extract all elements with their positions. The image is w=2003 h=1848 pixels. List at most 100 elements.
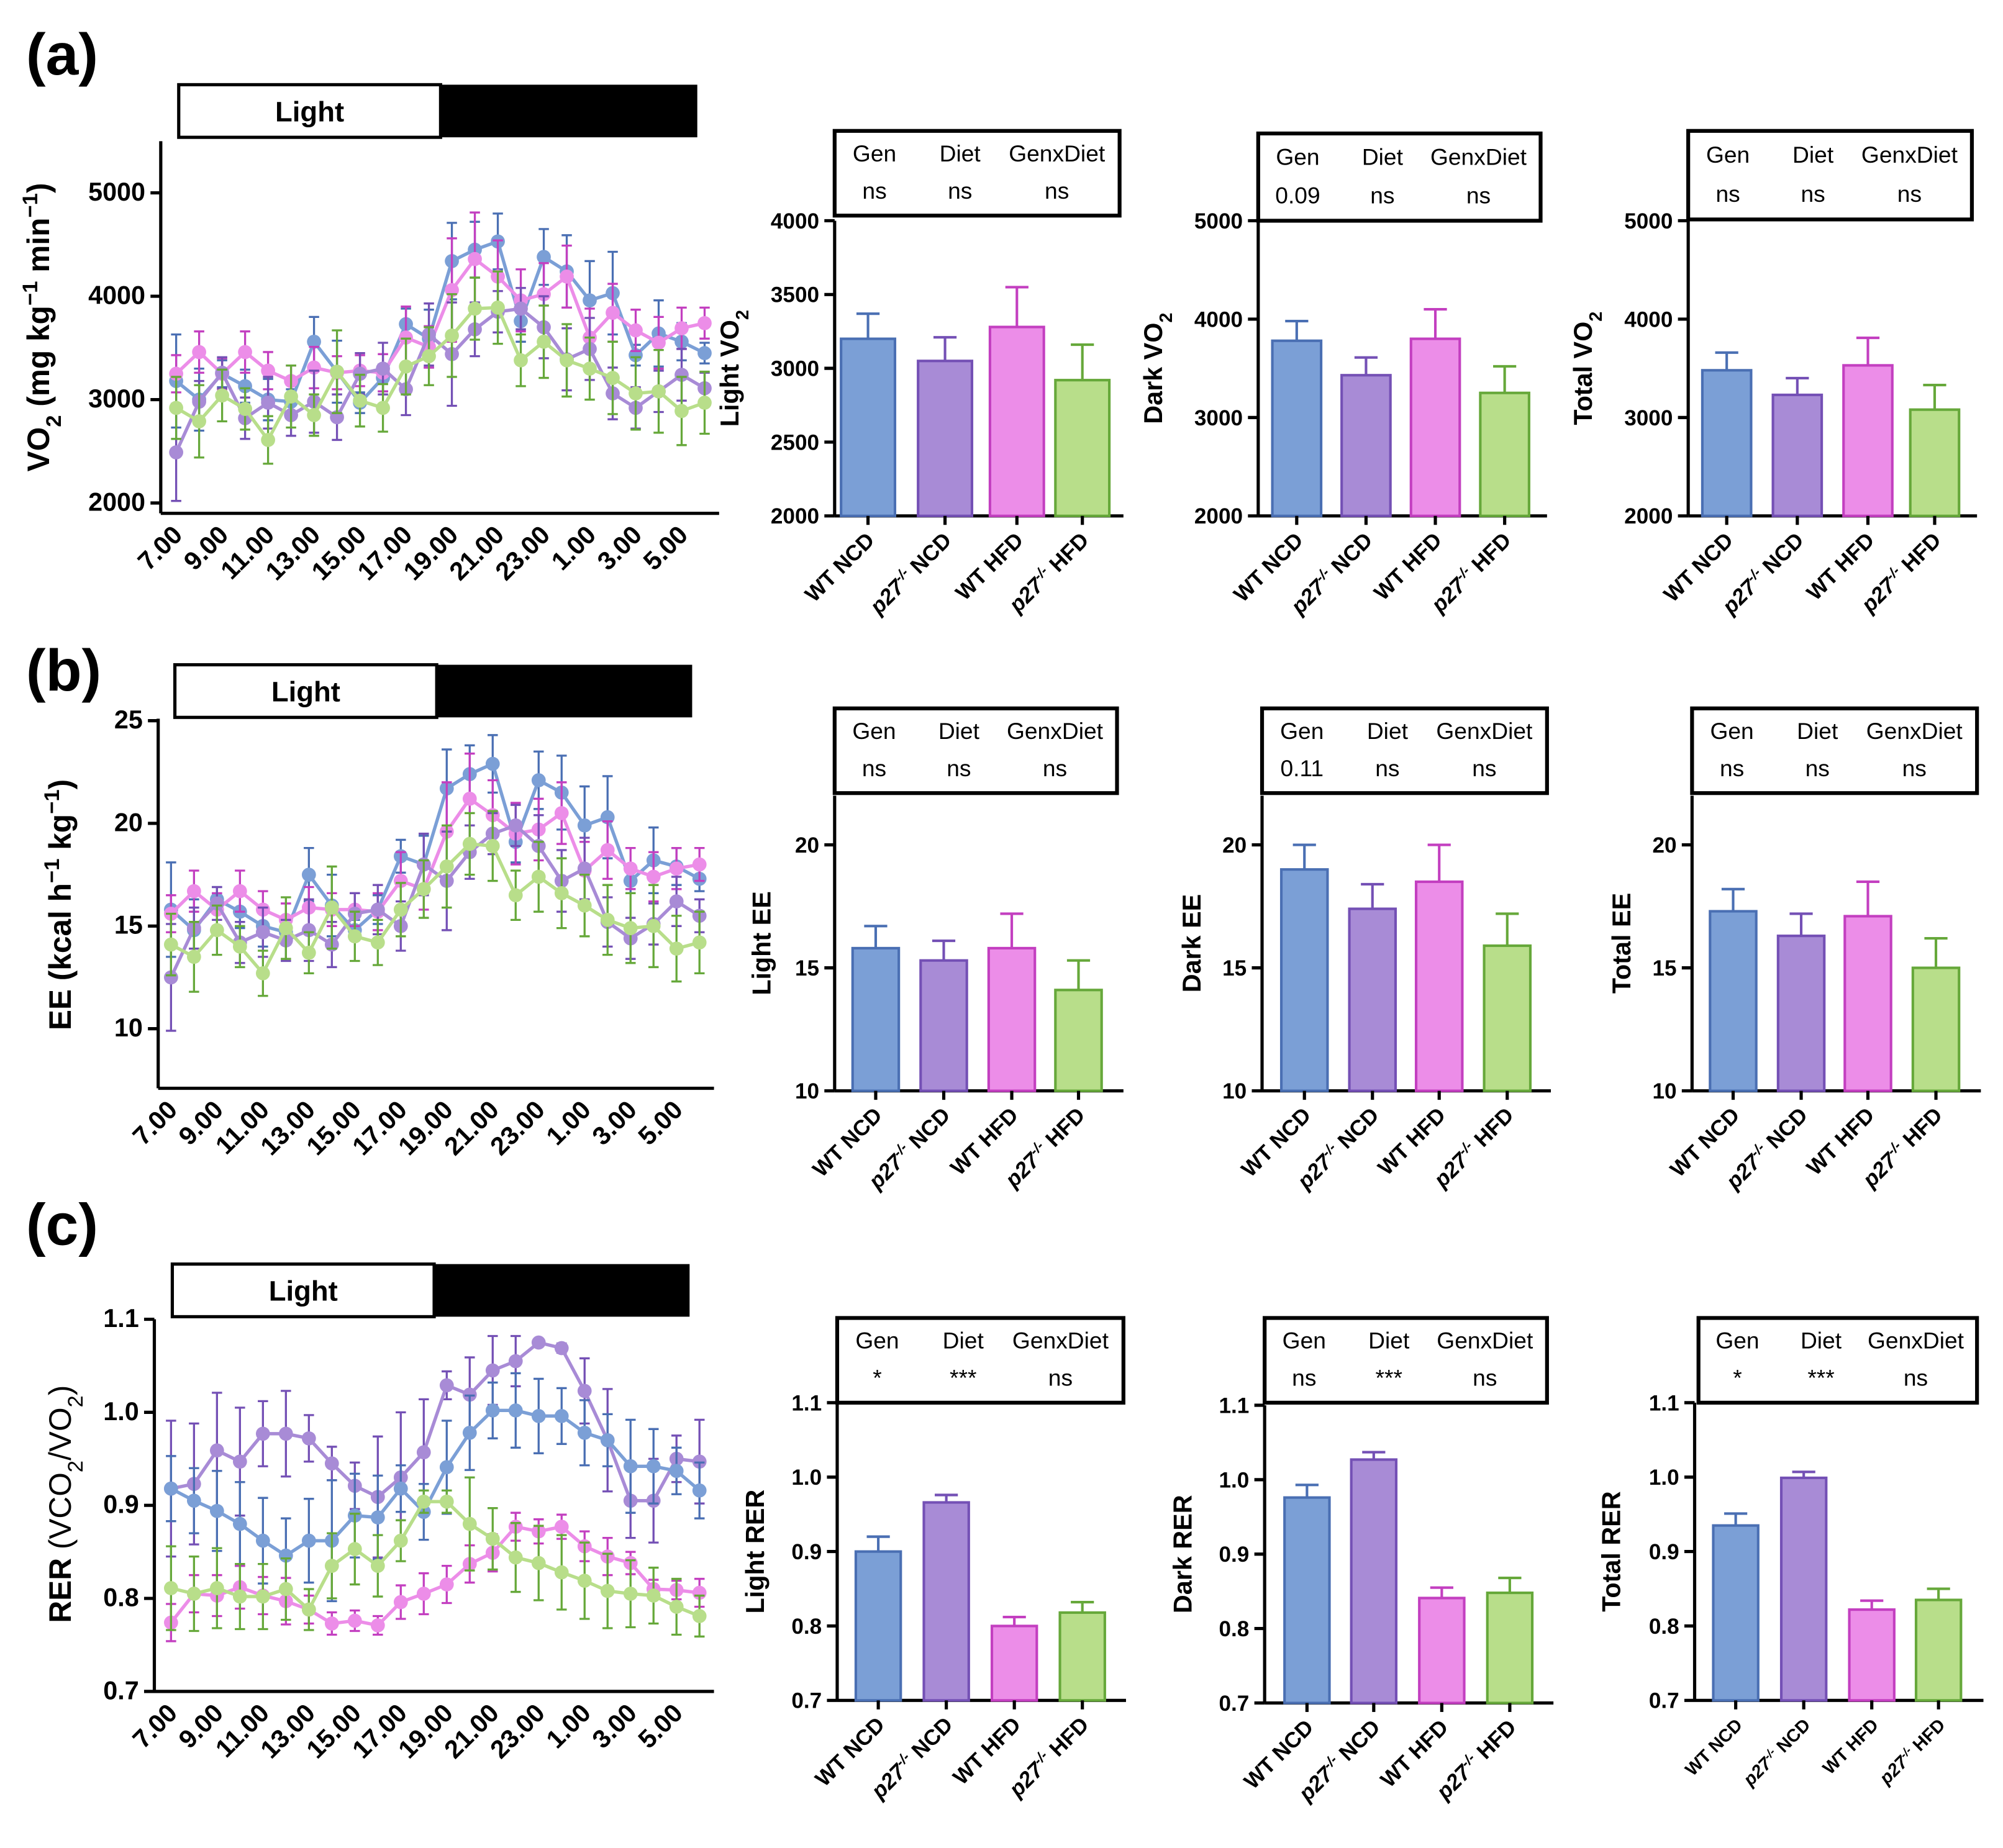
panel-label-b: (b) bbox=[26, 638, 101, 704]
y-tick-label: 2500 bbox=[771, 430, 819, 455]
data-point bbox=[537, 287, 551, 302]
series-p27-hfd bbox=[164, 1476, 707, 1638]
dark-phase-bar bbox=[440, 84, 697, 138]
category-label: WT NCD bbox=[1682, 1715, 1746, 1780]
category-label: p27-/- NCD bbox=[863, 527, 956, 619]
data-point bbox=[508, 1354, 523, 1369]
category-label: p27-/- HFD bbox=[1874, 1714, 1950, 1789]
data-point bbox=[531, 869, 546, 884]
y-tick-label: 0.9 bbox=[1219, 1542, 1250, 1567]
data-point bbox=[301, 945, 316, 960]
label-part: EE (kcal h bbox=[43, 883, 78, 1030]
label-part: Dark RER bbox=[1168, 1495, 1197, 1613]
bar bbox=[1418, 1597, 1466, 1705]
stats-header: GenxDiet bbox=[1007, 718, 1104, 744]
data-point bbox=[583, 361, 597, 376]
data-point bbox=[186, 1493, 201, 1508]
label-part: (mg kg bbox=[21, 306, 56, 415]
stats-header: Gen bbox=[1283, 1328, 1326, 1354]
data-point bbox=[537, 250, 551, 265]
data-point bbox=[485, 838, 500, 853]
data-point bbox=[422, 349, 436, 363]
data-point bbox=[301, 1533, 316, 1548]
data-point bbox=[623, 1459, 638, 1474]
x-tick-label: 1.00 bbox=[546, 520, 601, 576]
y-tick-label: 3000 bbox=[1194, 406, 1243, 430]
data-point bbox=[186, 1587, 201, 1601]
data-point bbox=[353, 393, 367, 408]
data-point bbox=[646, 1588, 661, 1603]
stats-box: Gen ns Diet ns GenxDiet ns bbox=[832, 706, 1119, 795]
data-point bbox=[255, 1426, 270, 1441]
data-point bbox=[692, 1609, 707, 1623]
data-point bbox=[370, 1559, 385, 1573]
data-point bbox=[445, 328, 459, 343]
data-point bbox=[669, 1464, 684, 1479]
bar bbox=[1054, 989, 1103, 1092]
data-point bbox=[232, 940, 247, 954]
y-tick-label: 3500 bbox=[771, 283, 819, 307]
bar bbox=[1350, 1458, 1398, 1705]
y-axis-label: Light EE bbox=[748, 891, 776, 995]
bar bbox=[1414, 880, 1464, 1092]
stats-value: ns bbox=[1715, 181, 1740, 207]
label-part: Light EE bbox=[748, 891, 776, 995]
data-point bbox=[623, 921, 638, 935]
data-point bbox=[324, 900, 339, 915]
data-point bbox=[232, 884, 247, 899]
data-point bbox=[416, 1494, 431, 1509]
dark-phase-label: Dark bbox=[533, 676, 596, 707]
bar bbox=[1271, 339, 1323, 517]
stats-value: ns bbox=[1045, 178, 1069, 204]
y-tick-label: 10 bbox=[1652, 1079, 1676, 1103]
label-part: −1 bbox=[40, 859, 64, 884]
data-point bbox=[192, 414, 206, 428]
bar bbox=[988, 325, 1045, 517]
data-point bbox=[531, 1335, 546, 1350]
data-point bbox=[370, 1618, 385, 1633]
y-axis-label: VO2 (mg kg−1 min−1) bbox=[19, 183, 66, 472]
data-point bbox=[554, 1408, 569, 1423]
x-tick-label: 5.00 bbox=[633, 1698, 688, 1754]
bar bbox=[1340, 374, 1392, 517]
stats-header: Gen bbox=[853, 140, 896, 166]
bar bbox=[1348, 907, 1397, 1092]
y-tick-label: 20 bbox=[1652, 833, 1676, 858]
data-point bbox=[629, 386, 643, 401]
stats-value: *** bbox=[1376, 1365, 1402, 1391]
stats-box-border bbox=[835, 1316, 1125, 1405]
data-point bbox=[393, 874, 408, 888]
y-axis-label: Light VO2 bbox=[715, 310, 753, 427]
stats-header: Diet bbox=[1367, 718, 1409, 744]
stats-value: ns bbox=[948, 178, 972, 204]
stats-header: Diet bbox=[1797, 718, 1838, 744]
data-point bbox=[600, 913, 615, 927]
data-point bbox=[646, 869, 661, 884]
data-point bbox=[301, 867, 316, 882]
data-point bbox=[232, 1516, 247, 1531]
y-tick-label: 15 bbox=[114, 911, 143, 940]
data-point bbox=[439, 1494, 454, 1509]
x-tick-label: 5.00 bbox=[638, 520, 693, 576]
x-tick-label: 1.00 bbox=[541, 1698, 596, 1754]
data-point bbox=[674, 321, 689, 336]
stats-box-border bbox=[1696, 1316, 1979, 1405]
label-part: (VCO bbox=[43, 1472, 78, 1549]
y-axis-label: RER (VCO2/VO2) bbox=[43, 1385, 88, 1623]
data-point bbox=[215, 388, 229, 403]
stats-header: Diet bbox=[1362, 144, 1404, 170]
stats-box-border bbox=[1256, 131, 1543, 223]
data-point bbox=[674, 368, 689, 382]
data-point bbox=[652, 384, 666, 399]
data-point bbox=[164, 1581, 178, 1595]
bar bbox=[1486, 1591, 1534, 1705]
y-tick-label: 2000 bbox=[88, 487, 145, 516]
y-tick-label: 1.0 bbox=[1219, 1468, 1250, 1492]
stats-header: Gen bbox=[852, 718, 896, 744]
data-point bbox=[209, 923, 224, 938]
bar bbox=[1914, 1598, 1963, 1702]
